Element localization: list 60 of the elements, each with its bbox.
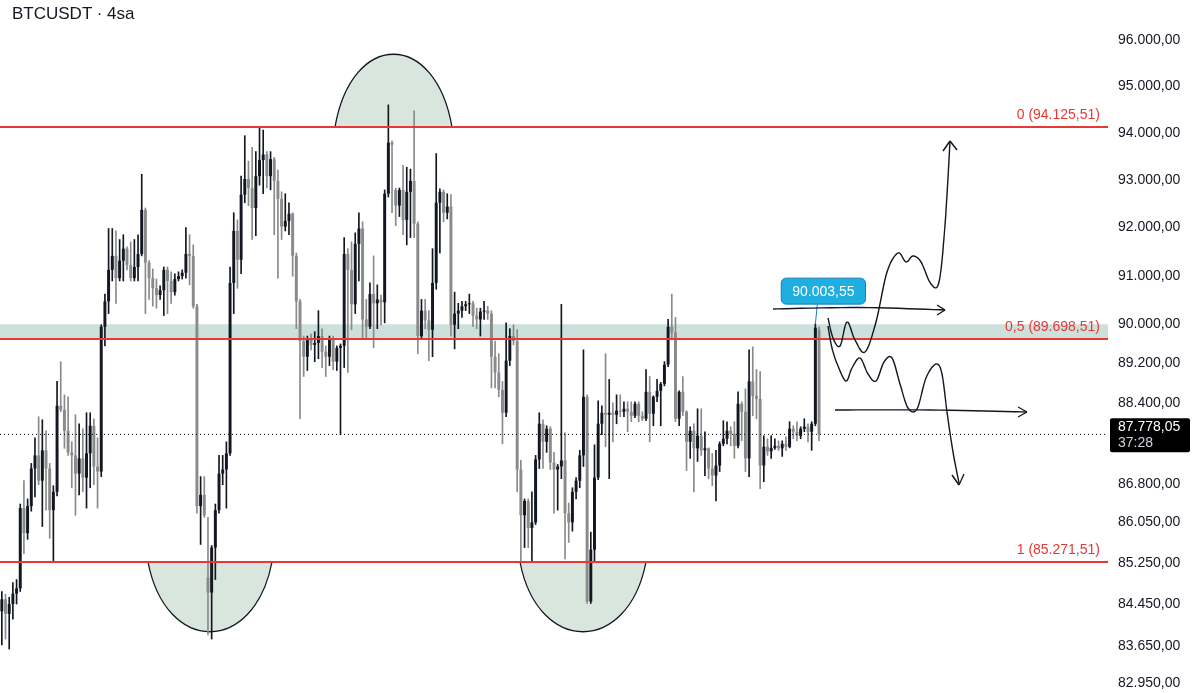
- candlestick: [313, 331, 317, 362]
- candlestick: [784, 436, 788, 451]
- candlestick: [618, 394, 622, 418]
- candlestick: [250, 147, 254, 240]
- y-tick-label: 89.200,00: [1118, 354, 1181, 371]
- y-tick-label: 90.000,00: [1118, 315, 1181, 332]
- candlestick: [166, 266, 169, 314]
- candlestick: [629, 401, 633, 423]
- candlestick: [73, 414, 77, 516]
- ref-line-label: 0,5 (89.698,51): [1005, 317, 1100, 334]
- chart-title: BTCUSDT · 4sa: [12, 4, 135, 24]
- candlestick: [780, 440, 784, 457]
- candlestick: [611, 402, 615, 443]
- y-tick-label: 86.800,00: [1118, 474, 1181, 491]
- candlestick: [523, 498, 527, 548]
- candlestick: [802, 418, 806, 433]
- candlestick: [261, 129, 265, 195]
- candlestick: [556, 464, 560, 511]
- y-tick-label: 96.000,00: [1118, 31, 1181, 48]
- candlestick: [769, 435, 773, 459]
- candlestick: [445, 193, 449, 220]
- ref-line-label: 1 (85.271,51): [1016, 540, 1100, 557]
- candlestick: [346, 248, 350, 373]
- y-tick-label: 94.000,00: [1118, 123, 1181, 140]
- annotation: 90.003,55: [792, 283, 855, 299]
- candlestick: [751, 346, 755, 417]
- candlestick: [77, 423, 81, 496]
- candlestick: [0, 591, 4, 646]
- y-tick-label: 88.400,00: [1118, 394, 1181, 411]
- candlestick: [327, 335, 331, 366]
- candlestick: [420, 299, 423, 340]
- candlestick: [375, 284, 379, 330]
- candlestick: [622, 401, 626, 418]
- y-tick-label: 82.950,00: [1118, 674, 1181, 691]
- y-tick-label: 91.000,00: [1118, 266, 1181, 283]
- candlestick: [4, 593, 7, 640]
- candlestick: [85, 412, 88, 509]
- y-tick-label: 95.000,00: [1118, 77, 1181, 94]
- candlestick: [607, 379, 611, 479]
- candlestick: [456, 303, 460, 330]
- candlestick: [283, 193, 287, 232]
- candlestick: [766, 438, 769, 456]
- candlestick: [729, 426, 733, 447]
- candlestick: [692, 423, 696, 493]
- y-tick-label: 85.250,00: [1118, 553, 1181, 570]
- candlestick: [482, 301, 486, 320]
- y-tick-label: 92.000,00: [1118, 218, 1181, 235]
- candlestick: [791, 425, 795, 440]
- y-tick-label: 93.000,00: [1118, 170, 1181, 187]
- y-tick-label: 83.650,00: [1118, 637, 1181, 654]
- candlestick: [121, 234, 125, 282]
- text: 37:28: [1118, 434, 1154, 451]
- candlestick: [795, 421, 799, 442]
- candlestick: [390, 140, 394, 214]
- y-tick-label: 84.450,00: [1118, 595, 1181, 612]
- ref-line-label: 87.778,05: [1118, 418, 1181, 435]
- candlestick: [604, 353, 608, 448]
- candlestick: [703, 431, 707, 476]
- ref-line-label: 0 (94.125,51): [1016, 105, 1100, 122]
- y-tick-label: 86.050,00: [1118, 512, 1181, 529]
